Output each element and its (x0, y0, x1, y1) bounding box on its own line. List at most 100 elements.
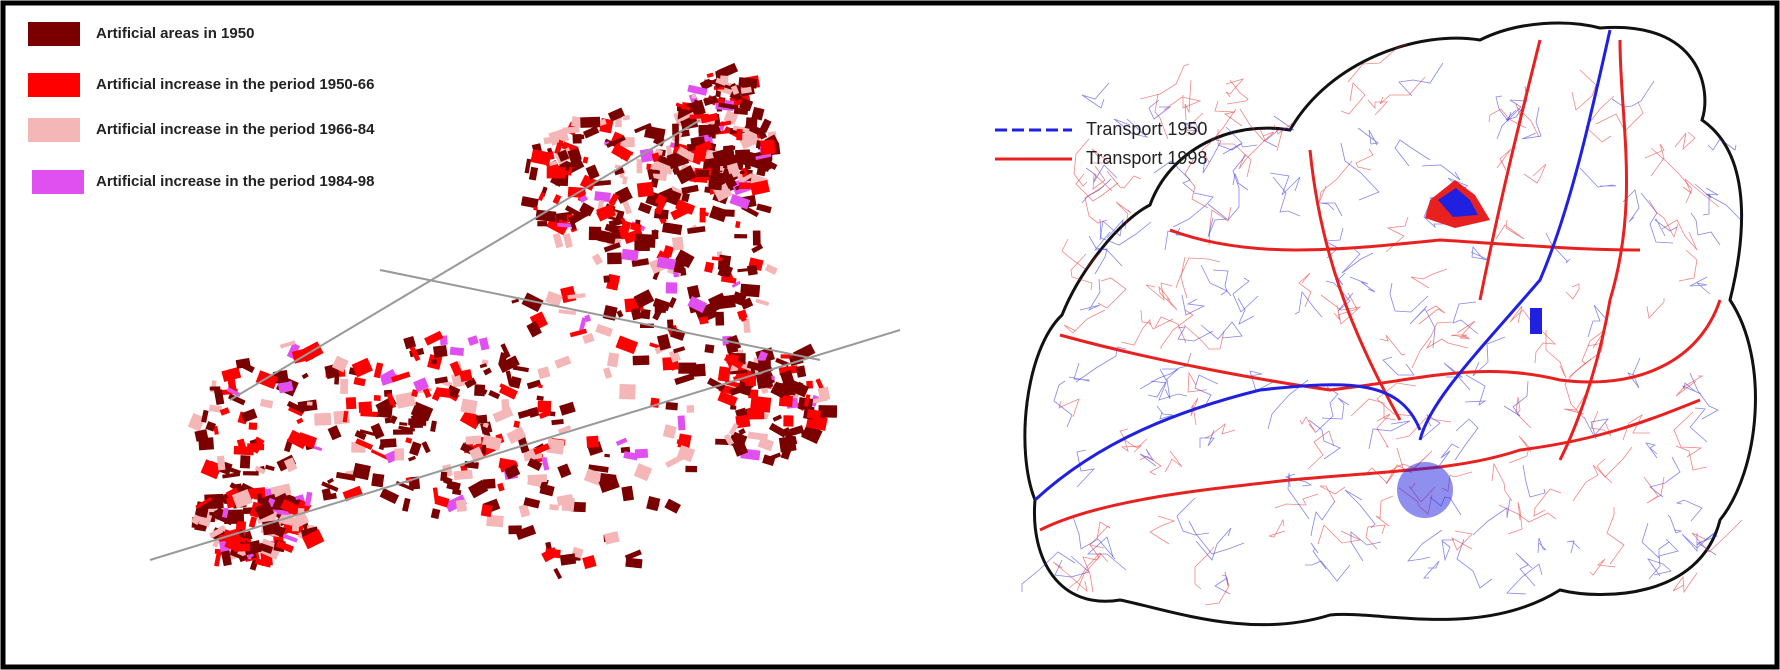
minor-road (1452, 531, 1472, 550)
minor-road (1682, 532, 1715, 551)
urban-patch (621, 249, 638, 261)
urban-patch (607, 252, 622, 264)
urban-patch (431, 359, 437, 363)
minor-road (1690, 373, 1718, 419)
minor-road (1368, 100, 1387, 115)
urban-patch (773, 414, 783, 421)
urban-patch (465, 435, 481, 444)
minor-road (1140, 449, 1156, 466)
minor-road (1201, 322, 1242, 339)
urban-patch (615, 187, 633, 204)
urban-patch (672, 237, 684, 251)
urban-patch (582, 555, 596, 569)
minor-road (1642, 523, 1669, 558)
urban-patch (527, 380, 541, 390)
urban-patch (454, 470, 473, 480)
minor-road (1165, 451, 1182, 472)
urban-patch (745, 161, 751, 169)
page: Artificial areas in 1950Artificial incre… (0, 0, 1780, 670)
urban-patch (482, 445, 487, 455)
minor-road (1399, 63, 1443, 96)
minor-road (1233, 278, 1258, 312)
minor-road (1683, 179, 1719, 207)
urban-patch (673, 346, 685, 353)
urban-patch (399, 422, 407, 426)
urban-patch (430, 420, 437, 432)
urban-patch (460, 399, 477, 415)
urban-patch (560, 553, 576, 565)
minor-road (1064, 310, 1105, 333)
urban-patch (740, 171, 744, 175)
urban-patch (533, 207, 538, 211)
minor-road (1453, 302, 1478, 334)
urban-patch (201, 410, 209, 423)
urban-patch (559, 402, 576, 416)
minor-road (1471, 247, 1489, 260)
urban-patch (666, 402, 678, 410)
urban-area (1397, 462, 1453, 518)
urban-area (1530, 308, 1542, 334)
urban-patch (467, 335, 478, 346)
urban-patch (761, 387, 768, 394)
minor-road (1675, 132, 1695, 149)
minor-road (1311, 543, 1326, 569)
urban-patch (302, 373, 309, 379)
urban-patch (637, 159, 643, 173)
minor-road (1345, 490, 1375, 528)
urban-patch (549, 504, 559, 510)
urban-patch (721, 276, 737, 284)
urban-patch (668, 297, 676, 308)
minor-road (1645, 144, 1664, 176)
minor-road (1342, 249, 1373, 273)
urban-patch (562, 127, 579, 134)
minor-road (1054, 381, 1072, 427)
urban-patch (735, 221, 740, 228)
urban-patch (481, 504, 493, 517)
minor-road (1178, 327, 1213, 341)
minor-road (1410, 306, 1435, 348)
minor-road (1316, 387, 1338, 432)
urban-patch (666, 282, 678, 293)
urban-patch (537, 221, 547, 226)
urban-patch (257, 494, 261, 503)
urban-patch (553, 568, 562, 580)
urban-patch (488, 390, 500, 399)
urban-patch (760, 139, 776, 155)
minor-road (1177, 498, 1209, 535)
minor-road (1320, 203, 1342, 216)
minor-road (1308, 431, 1334, 469)
legend-label: Transport 1950 (1086, 119, 1207, 139)
minor-road (1089, 236, 1122, 266)
minor-road (1439, 444, 1459, 466)
urban-patch (582, 333, 594, 344)
minor-road (1455, 419, 1478, 460)
urban-patch (539, 484, 554, 497)
minor-road (1358, 128, 1378, 145)
urban-patch (334, 375, 339, 384)
urban-patch (770, 452, 781, 460)
urban-patch (305, 492, 313, 507)
urban-patch (501, 399, 509, 413)
urban-patch (249, 422, 258, 430)
major-road (1170, 230, 1640, 250)
minor-road (1189, 521, 1244, 554)
minor-road (1369, 421, 1410, 449)
frame (3, 3, 1777, 667)
legend-swatch (28, 22, 80, 46)
minor-road (1644, 477, 1664, 503)
minor-road (1607, 507, 1624, 564)
legend-swatch (28, 73, 80, 97)
urban-patch (592, 253, 603, 265)
urban-patch (433, 487, 439, 502)
urban-patch (314, 413, 331, 426)
minor-road (1309, 420, 1340, 459)
minor-road (1452, 321, 1475, 338)
minor-road (1580, 168, 1616, 187)
urban-patch (265, 465, 275, 471)
urban-patch (553, 233, 564, 248)
urban-patch (663, 424, 677, 438)
minor-road (1419, 306, 1445, 324)
urban-patch (634, 463, 652, 481)
minor-road (1676, 446, 1707, 470)
urban-patch (619, 384, 636, 400)
